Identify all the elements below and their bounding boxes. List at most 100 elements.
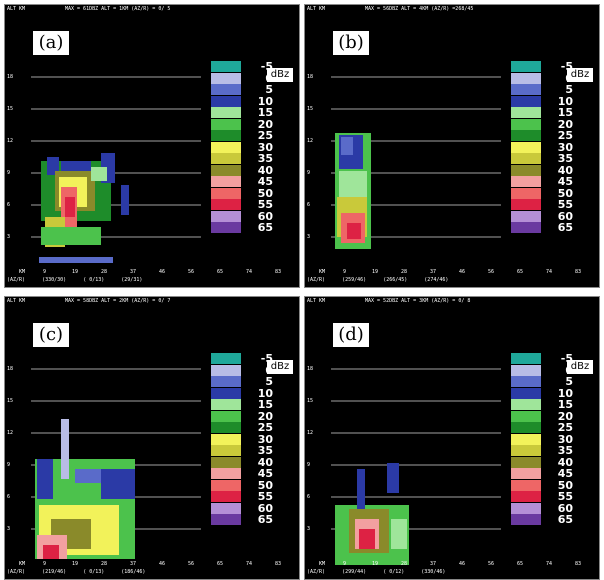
legend-level-label: 60 <box>557 501 573 515</box>
legend-swatch <box>211 479 241 491</box>
legend-swatch <box>211 410 241 422</box>
legend-swatch <box>511 95 541 107</box>
legend-level-label: 45 <box>257 175 273 188</box>
legend-level-label: -5 <box>260 60 273 73</box>
legend-level-label: 60 <box>257 209 273 223</box>
legend-level-label: 55 <box>557 490 573 503</box>
panel-tag: (c) <box>33 323 69 347</box>
legend-swatch <box>511 353 541 364</box>
x-tick-label: 19 <box>72 269 79 275</box>
x-tick-label: 9 <box>43 269 47 275</box>
radar-panel-c: ALT KM MAX = 58DBZ ALT = 2KM (AZ/R) = 0/… <box>4 296 300 580</box>
y-axis-label: ALT KM <box>7 298 26 304</box>
panel-header: ALT KM MAX = 52DBZ ALT = 3KM (AZ/R) = 0/… <box>307 298 597 308</box>
legend-swatch <box>211 141 241 153</box>
az-value-1: (259/46) <box>342 277 367 283</box>
reflectivity-plot <box>331 76 501 249</box>
legend-swatch <box>511 514 541 525</box>
legend-swatch <box>511 491 541 502</box>
legend-level-label: 35 <box>257 444 273 457</box>
echo-cell <box>41 227 101 245</box>
legend-swatch <box>511 72 541 84</box>
x-tick-label: 9 <box>43 561 47 567</box>
legend-level-label: 20 <box>557 409 573 423</box>
x-axis-label: KM <box>19 561 26 567</box>
azimuth-range-footer: (AZ/R) (259/46) (266/45) (274/46) <box>307 277 462 283</box>
az-value-2: ( 0/13) <box>83 277 105 283</box>
legend-swatch <box>511 433 541 445</box>
legend-swatch <box>211 445 241 456</box>
legend-level-label: 65 <box>557 513 573 526</box>
x-tick-label: 28 <box>401 269 408 275</box>
max-altitude-readout: MAX = 58DBZ ALT = 2KM (AZ/R) = 0/ 7 <box>65 298 171 304</box>
y-tick-label: 18 <box>307 366 314 372</box>
legend-level-label: 20 <box>257 409 273 423</box>
legend-swatch <box>211 468 241 479</box>
legend-swatch <box>511 376 541 387</box>
echo-cell <box>65 197 75 217</box>
y-tick-label: 12 <box>307 430 314 436</box>
y-tick-label: 6 <box>307 494 311 500</box>
y-tick-label: 9 <box>307 462 311 468</box>
x-tick-label: 83 <box>275 561 282 567</box>
x-tick-label: 9 <box>343 561 347 567</box>
x-tick-label: 83 <box>575 561 582 567</box>
az-value-3: (274/46) <box>424 277 449 283</box>
echo-cell <box>75 469 105 483</box>
legend-level-label: 25 <box>557 129 573 142</box>
y-tick-label: 6 <box>307 202 311 208</box>
legend-swatch <box>511 364 541 376</box>
echo-cell <box>359 529 375 549</box>
legend-swatch <box>511 187 541 199</box>
echo-cell <box>347 223 361 239</box>
legend-level-label: 50 <box>257 186 273 200</box>
legend-level-label: 15 <box>257 398 273 411</box>
legend-unit-label: dBz <box>567 360 593 374</box>
echo-cell <box>341 137 353 155</box>
legend-level-label: 65 <box>257 513 273 526</box>
legend-swatch <box>511 422 541 433</box>
y-tick-label: 9 <box>7 462 11 468</box>
az-value-1: (299/44) <box>342 569 367 575</box>
legend-level-label: 15 <box>257 106 273 119</box>
echo-cell <box>91 167 107 181</box>
y-tick-label: 18 <box>7 366 14 372</box>
x-tick-label: 65 <box>217 269 224 275</box>
panel-header: ALT KM MAX = 61DBZ ALT = 1KM (AZ/R) = 0/… <box>7 6 297 16</box>
x-tick-label: 37 <box>130 269 137 275</box>
y-tick-label: 3 <box>307 526 311 532</box>
x-tick-label: 65 <box>517 561 524 567</box>
legend-level-label: 45 <box>257 467 273 480</box>
legend-unit-label: dBz <box>567 68 593 82</box>
x-tick-label: 37 <box>130 561 137 567</box>
y-tick-label: 12 <box>7 430 14 436</box>
legend-level-label: 65 <box>557 221 573 234</box>
x-tick-label: 74 <box>546 269 553 275</box>
x-tick-label: 83 <box>275 269 282 275</box>
legend-swatch <box>511 153 541 164</box>
echo-cell <box>37 459 53 499</box>
y-tick-label: 15 <box>7 398 14 404</box>
y-tick-label: 12 <box>7 138 14 144</box>
legend-swatch <box>211 95 241 107</box>
legend-level-label: 15 <box>557 106 573 119</box>
echo-cell <box>61 419 69 479</box>
legend-level-label: 40 <box>557 455 573 469</box>
x-tick-label: 56 <box>488 269 495 275</box>
legend-swatch <box>511 387 541 399</box>
y-tick-label: 6 <box>7 202 11 208</box>
legend-swatch <box>211 61 241 72</box>
legend-swatch <box>211 491 241 502</box>
legend-swatch <box>511 130 541 141</box>
legend-swatch <box>511 199 541 210</box>
legend-swatch <box>511 479 541 491</box>
y-tick-label: 15 <box>307 106 314 112</box>
y-tick-label: 15 <box>307 398 314 404</box>
x-tick-label: 37 <box>430 561 437 567</box>
x-tick-label: 28 <box>401 561 408 567</box>
legend-level-label: 45 <box>557 467 573 480</box>
reflectivity-plot <box>31 76 201 263</box>
x-axis-label: KM <box>319 561 326 567</box>
legend-level-label: 5 <box>265 375 273 388</box>
legend-swatch <box>211 176 241 187</box>
